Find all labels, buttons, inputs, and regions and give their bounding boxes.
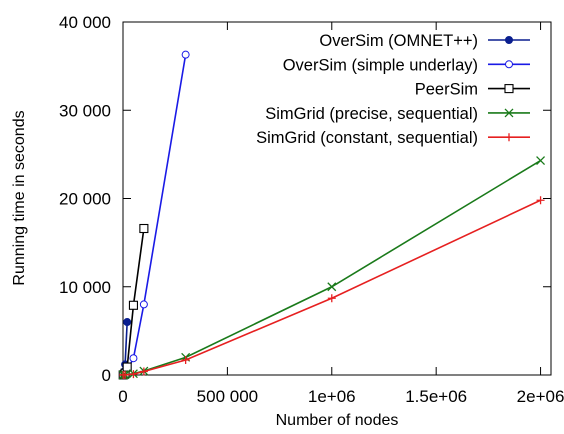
data-point (181, 355, 190, 364)
data-point (505, 60, 513, 69)
y-tick-label: 20 000 (59, 190, 111, 209)
legend-label: OverSim (simple underlay) (283, 56, 478, 74)
x-axis-ticks: 0 500 000 1e+06 1.5e+06 2e+06 (118, 22, 564, 406)
data-point (327, 282, 337, 292)
y-tick-label: 0 (102, 366, 111, 385)
data-point (128, 300, 138, 310)
legend-label: PeerSim (415, 81, 478, 99)
data-point (181, 50, 190, 59)
x-tick-label: 500 000 (197, 387, 258, 406)
data-point (129, 354, 138, 363)
series-simgrid-precise-sequential (118, 156, 546, 380)
legend-label: SimGrid (constant, sequential) (256, 129, 478, 147)
data-point (536, 196, 545, 205)
y-tick-label: 30 000 (59, 101, 111, 120)
y-tick-label: 40 000 (59, 13, 111, 32)
data-point (139, 367, 148, 376)
data-point (123, 318, 132, 327)
series-simgrid-constant-sequential (119, 196, 545, 379)
x-axis-label: Number of nodes (276, 412, 399, 429)
y-axis-label: Running time in seconds (11, 110, 28, 285)
plot-frame (122, 21, 552, 376)
legend-item: SimGrid (constant, sequential) (256, 129, 530, 147)
x-tick-label: 1.5e+06 (405, 387, 467, 406)
data-point (536, 156, 546, 166)
data-point (129, 370, 138, 379)
data-point (139, 300, 148, 309)
data-point (121, 370, 130, 379)
x-tick-label: 2e+06 (517, 387, 564, 406)
series-oversim-simple-underlay (119, 50, 190, 379)
data-point (327, 294, 336, 303)
legend-item: OverSim (simple underlay) (283, 56, 530, 74)
data-point (139, 223, 149, 234)
x-tick-label: 1e+06 (308, 387, 356, 406)
legend-label: SimGrid (precise, sequential) (265, 105, 478, 123)
x-tick-label: 0 (118, 387, 127, 406)
data-point (504, 108, 514, 118)
legend-item: SimGrid (precise, sequential) (265, 105, 530, 123)
series-layer (118, 50, 546, 380)
data-point (505, 36, 513, 44)
y-axis-ticks: 0 10 000 20 000 30 000 40 000 (59, 13, 551, 385)
data-point (504, 84, 514, 94)
series-line (123, 159, 541, 376)
data-point (505, 133, 513, 142)
legend-label: OverSim (OMNET++) (319, 32, 478, 50)
legend: OverSim (OMNET++) OverSim (simple underla… (256, 32, 530, 147)
series-line (122, 54, 187, 376)
y-tick-label: 10 000 (59, 278, 111, 297)
legend-item: OverSim (OMNET++) (319, 32, 530, 50)
legend-item: PeerSim (415, 81, 530, 99)
